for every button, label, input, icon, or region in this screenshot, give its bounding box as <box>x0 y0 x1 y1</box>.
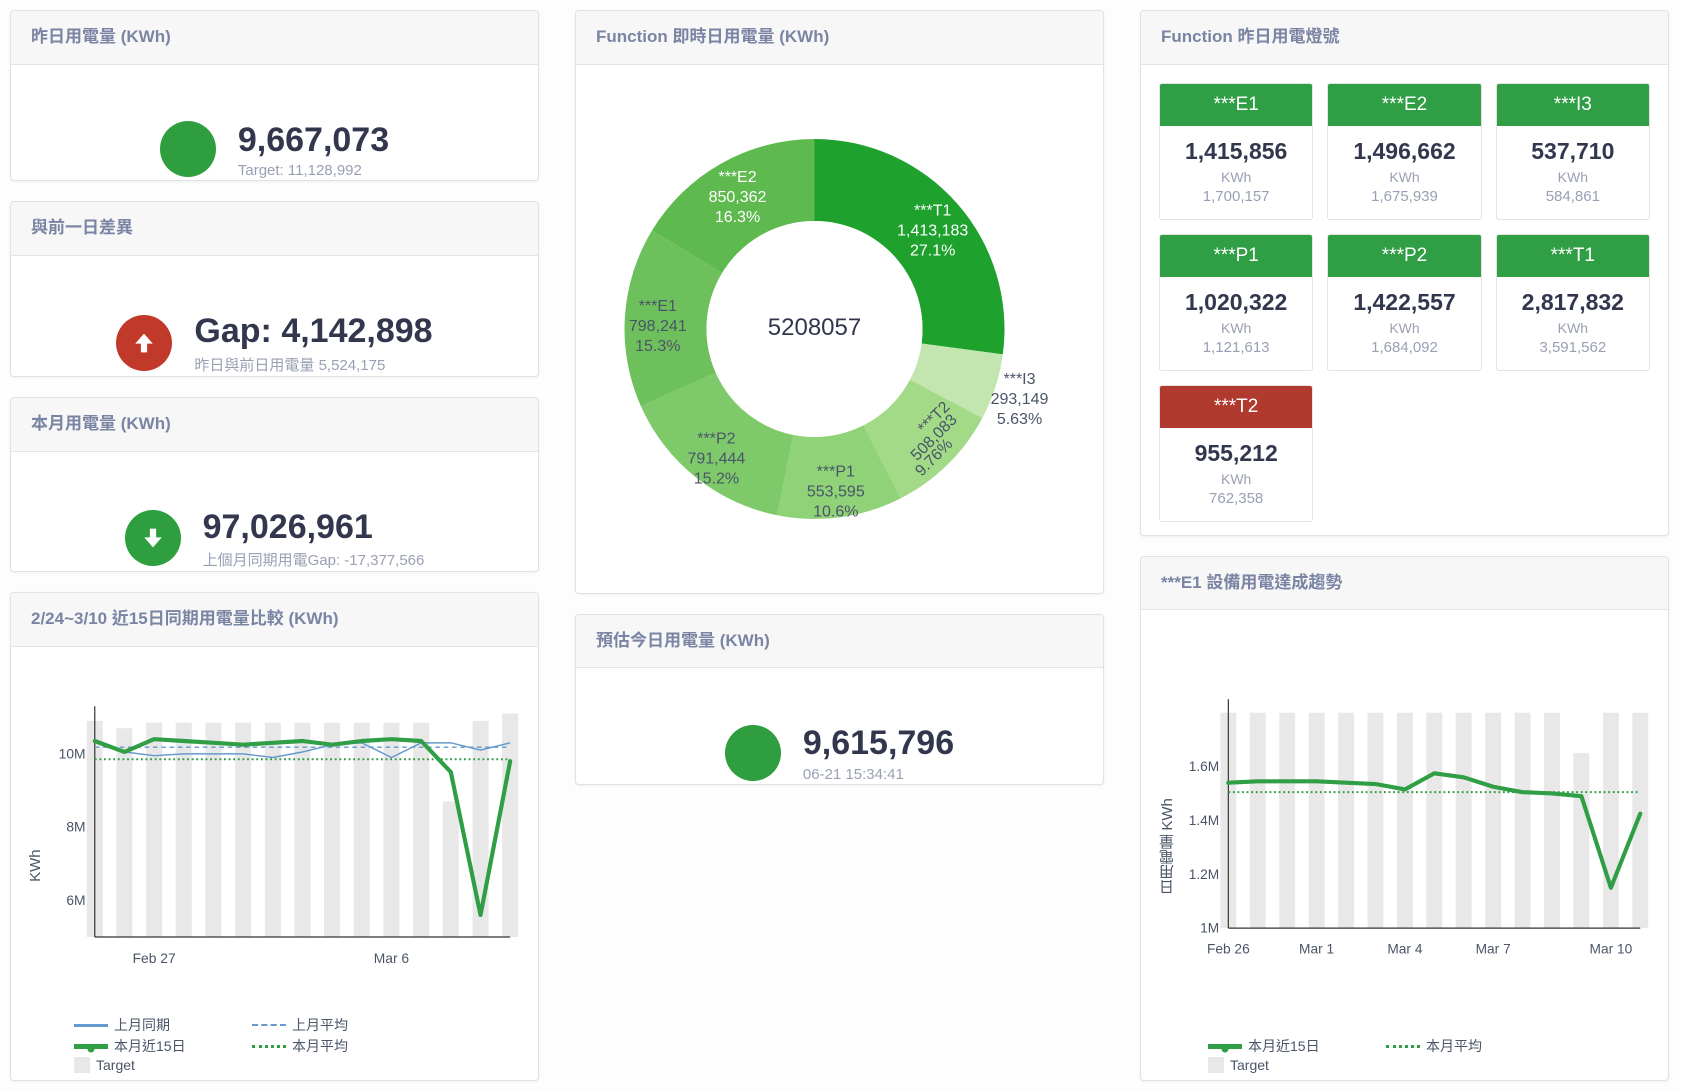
svg-text:10.6%: 10.6% <box>813 503 858 520</box>
svg-text:798,241: 798,241 <box>629 318 687 335</box>
svg-text:27.1%: 27.1% <box>910 242 955 259</box>
svg-text:Mar 6: Mar 6 <box>374 950 410 966</box>
svg-text:***T1: ***T1 <box>914 202 951 219</box>
svg-text:***E1: ***E1 <box>639 298 677 315</box>
svg-text:553,595: 553,595 <box>807 483 865 500</box>
svg-text:8M: 8M <box>66 819 85 835</box>
svg-text:15.3%: 15.3% <box>635 338 680 355</box>
svg-text:Feb 26: Feb 26 <box>1207 942 1250 957</box>
svg-text:15.2%: 15.2% <box>694 470 739 487</box>
svg-text:***I3: ***I3 <box>1003 371 1035 388</box>
svg-text:10M: 10M <box>59 746 86 762</box>
svg-text:5208057: 5208057 <box>768 314 861 341</box>
svg-text:Mar 7: Mar 7 <box>1476 942 1511 957</box>
svg-text:Mar 1: Mar 1 <box>1299 942 1334 957</box>
svg-text:1.2M: 1.2M <box>1189 867 1220 882</box>
svg-text:Mar 10: Mar 10 <box>1590 942 1633 957</box>
svg-text:16.3%: 16.3% <box>715 209 760 226</box>
svg-text:1,413,183: 1,413,183 <box>897 222 968 239</box>
svg-text:***P2: ***P2 <box>697 430 735 447</box>
svg-text:1.6M: 1.6M <box>1189 759 1220 774</box>
svg-text:Mar 4: Mar 4 <box>1387 942 1422 957</box>
svg-text:Feb 27: Feb 27 <box>133 950 176 966</box>
svg-text:6M: 6M <box>66 892 85 908</box>
svg-text:1M: 1M <box>1200 921 1219 936</box>
svg-text:293,149: 293,149 <box>991 391 1049 408</box>
svg-text:850,362: 850,362 <box>709 189 767 206</box>
svg-text:5.63%: 5.63% <box>997 411 1042 428</box>
svg-text:791,444: 791,444 <box>687 450 745 467</box>
svg-text:***P1: ***P1 <box>817 463 855 480</box>
svg-text:1.4M: 1.4M <box>1189 813 1220 828</box>
svg-text:***E2: ***E2 <box>718 169 756 186</box>
